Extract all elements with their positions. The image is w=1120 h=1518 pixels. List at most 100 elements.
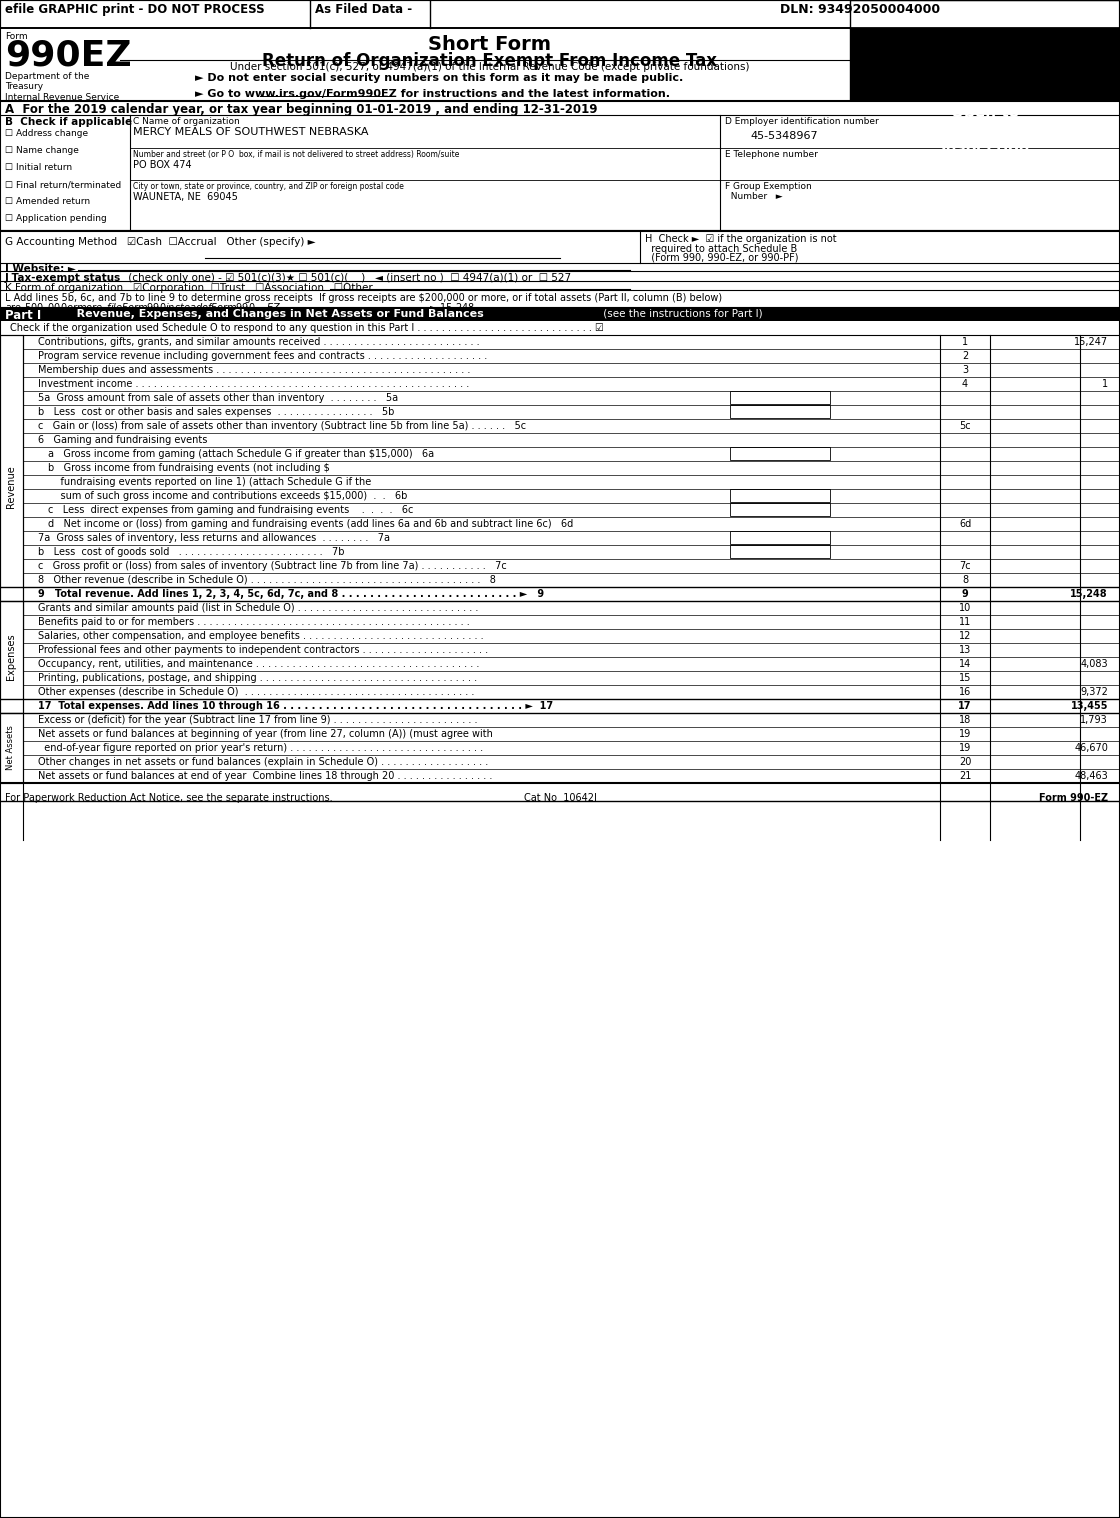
Text: Other expenses (describe in Schedule O)  . . . . . . . . . . . . . . . . . . . .: Other expenses (describe in Schedule O) … [38,688,475,697]
Text: ☐ Initial return: ☐ Initial return [4,162,72,172]
Text: Salaries, other compensation, and employee benefits . . . . . . . . . . . . . . : Salaries, other compensation, and employ… [38,631,484,641]
Bar [730,405,830,417]
Text: 9,372: 9,372 [1080,688,1108,697]
Text: b   Less  cost of goods sold   . . . . . . . . . . . . . . . . . . . . . . . .  : b Less cost of goods sold . . . . . . . … [38,546,345,557]
Text: 48,463: 48,463 [1074,771,1108,780]
Text: sum of such gross income and contributions exceeds $15,000)  .  .   6b: sum of such gross income and contributio… [48,490,408,501]
Text: ☐ Name change: ☐ Name change [4,146,78,155]
Text: 21: 21 [959,771,971,780]
Text: ☐ Amended return: ☐ Amended return [4,197,90,206]
Text: ☐ Address change: ☐ Address change [4,129,88,138]
Bar [0,713,24,783]
Text: 5a  Gross amount from sale of assets other than inventory  . . . . . . . .   5a: 5a Gross amount from sale of assets othe… [38,393,398,402]
Text: H  Check ►  ☑ if the organization is not: H Check ► ☑ if the organization is not [645,234,837,244]
Text: 10: 10 [959,603,971,613]
Text: 1,793: 1,793 [1081,715,1108,726]
Text: 4: 4 [962,380,968,389]
Text: Form 990-EZ: Form 990-EZ [1039,792,1108,803]
Text: (see the instructions for Part I): (see the instructions for Part I) [600,310,763,319]
Text: Program service revenue including government fees and contracts . . . . . . . . : Program service revenue including govern… [38,351,487,361]
Text: B  Check if applicable: B Check if applicable [4,117,132,128]
Text: are $500,000 or more, file Form 990 instead of Form 990-EZ . . . . . . . . . . .: are $500,000 or more, file Form 990 inst… [4,301,475,314]
Text: c   Gross profit or (loss) from sales of inventory (Subtract line 7b from line 7: c Gross profit or (loss) from sales of i… [38,562,506,571]
Text: ► Go to www.irs.gov/Form990EZ for instructions and the latest information.: ► Go to www.irs.gov/Form990EZ for instru… [195,90,670,99]
Bar [0,307,1120,320]
Text: For Paperwork Reduction Act Notice, see the separate instructions.: For Paperwork Reduction Act Notice, see … [4,792,333,803]
Text: Form: Form [4,32,28,41]
Text: OMB No  1545-1150: OMB No 1545-1150 [855,30,953,39]
Text: Open to
Public
Inspection: Open to Public Inspection [941,105,1029,155]
Text: 9   Total revenue. Add lines 1, 2, 3, 4, 5c, 6d, 7c, and 8 . . . . . . . . . . .: 9 Total revenue. Add lines 1, 2, 3, 4, 5… [38,589,544,600]
Text: ► Do not enter social security numbers on this form as it may be made public.: ► Do not enter social security numbers o… [195,73,683,83]
Text: 2: 2 [962,351,968,361]
Text: Excess or (deficit) for the year (Subtract line 17 from line 9) . . . . . . . . : Excess or (deficit) for the year (Subtra… [38,715,477,726]
Text: ☐ Application pending: ☐ Application pending [4,214,106,223]
Text: As Filed Data -: As Filed Data - [315,3,412,17]
Text: 6   Gaming and fundraising events: 6 Gaming and fundraising events [38,436,207,445]
Text: Net assets or fund balances at beginning of year (from line 27, column (A)) (mus: Net assets or fund balances at beginning… [38,729,493,739]
Text: Occupancy, rent, utilities, and maintenance . . . . . . . . . . . . . . . . . . : Occupancy, rent, utilities, and maintena… [38,659,479,669]
Text: 18: 18 [959,715,971,726]
Text: Cat No  10642I: Cat No 10642I [523,792,597,803]
Text: Check if the organization used Schedule O to respond to any question in this Par: Check if the organization used Schedule … [10,323,604,332]
Text: 7a  Gross sales of inventory, less returns and allowances  . . . . . . . .   7a: 7a Gross sales of inventory, less return… [38,533,390,543]
Text: 45-5348967: 45-5348967 [750,131,818,141]
Text: 1: 1 [1102,380,1108,389]
Text: Short Form: Short Form [429,35,551,55]
Text: J Tax-exempt status: J Tax-exempt status [4,273,121,282]
Bar [730,392,830,404]
Text: 8: 8 [962,575,968,584]
Text: G Accounting Method   ☑Cash  ☐Accrual   Other (specify) ►: G Accounting Method ☑Cash ☐Accrual Other… [4,237,316,247]
Text: 13: 13 [959,645,971,654]
Text: 11: 11 [959,616,971,627]
Text: I Website: ►: I Website: ► [4,264,76,275]
Text: Number and street (or P O  box, if mail is not delivered to street address) Room: Number and street (or P O box, if mail i… [133,150,459,159]
Text: Professional fees and other payments to independent contractors . . . . . . . . : Professional fees and other payments to … [38,645,488,654]
Text: A  For the 2019 calendar year, or tax year beginning 01-01-2019 , and ending 12-: A For the 2019 calendar year, or tax yea… [4,103,597,115]
Bar [730,446,830,460]
Text: E Telephone number: E Telephone number [725,150,818,159]
Bar [730,502,830,516]
Text: (Form 990, 990-EZ, or 990-PF): (Form 990, 990-EZ, or 990-PF) [645,254,799,263]
Text: 6d: 6d [959,519,971,528]
Text: 1: 1 [962,337,968,348]
Text: 13,455: 13,455 [1071,701,1108,710]
Text: MERCY MEALS OF SOUTHWEST NEBRASKA: MERCY MEALS OF SOUTHWEST NEBRASKA [133,128,368,137]
Text: D Employer identification number: D Employer identification number [725,117,879,126]
Text: Net Assets: Net Assets [7,726,16,771]
Text: Benefits paid to or for members . . . . . . . . . . . . . . . . . . . . . . . . : Benefits paid to or for members . . . . … [38,616,469,627]
Bar [0,0,1120,27]
Bar [730,545,830,559]
Text: Department of the
Treasury
Internal Revenue Service: Department of the Treasury Internal Reve… [4,71,119,102]
Text: Revenue, Expenses, and Changes in Net Assets or Fund Balances: Revenue, Expenses, and Changes in Net As… [65,310,484,319]
Text: K Form of organization   ☑Corporation  ☐Trust   ☐Association   ☐Other: K Form of organization ☑Corporation ☐Tru… [4,282,373,293]
Text: C Name of organization: C Name of organization [133,117,240,126]
Text: 46,670: 46,670 [1074,742,1108,753]
Text: 4,083: 4,083 [1081,659,1108,669]
Text: Grants and similar amounts paid (list in Schedule O) . . . . . . . . . . . . . .: Grants and similar amounts paid (list in… [38,603,478,613]
Text: 7c: 7c [959,562,971,571]
Text: b   Less  cost or other basis and sales expenses  . . . . . . . . . . . . . . . : b Less cost or other basis and sales exp… [38,407,394,417]
Text: Printing, publications, postage, and shipping . . . . . . . . . . . . . . . . . : Printing, publications, postage, and shi… [38,672,477,683]
Bar [730,531,830,543]
Text: 990EZ: 990EZ [4,38,132,71]
Text: efile GRAPHIC print - DO NOT PROCESS: efile GRAPHIC print - DO NOT PROCESS [4,3,264,17]
Text: 19: 19 [959,742,971,753]
Text: fundraising events reported on line 1) (attach Schedule G if the: fundraising events reported on line 1) (… [48,477,371,487]
Bar [0,335,24,641]
Text: Contributions, gifts, grants, and similar amounts received . . . . . . . . . . .: Contributions, gifts, grants, and simila… [38,337,479,348]
Text: 15: 15 [959,672,971,683]
Text: Membership dues and assessments . . . . . . . . . . . . . . . . . . . . . . . . : Membership dues and assessments . . . . … [38,364,470,375]
Bar [730,489,830,502]
Bar [850,0,1120,27]
Text: City or town, state or province, country, and ZIP or foreign postal code: City or town, state or province, country… [133,182,404,191]
Text: 19: 19 [959,729,971,739]
Text: 8   Other revenue (describe in Schedule O) . . . . . . . . . . . . . . . . . . .: 8 Other revenue (describe in Schedule O)… [38,575,496,584]
Text: Number   ►: Number ► [725,191,783,200]
Text: 16: 16 [959,688,971,697]
Text: WAUNETA, NE  69045: WAUNETA, NE 69045 [133,191,237,202]
Text: Investment income . . . . . . . . . . . . . . . . . . . . . . . . . . . . . . . : Investment income . . . . . . . . . . . … [38,380,469,389]
Text: c   Gain or (loss) from sale of assets other than inventory (Subtract line 5b fr: c Gain or (loss) from sale of assets oth… [38,420,526,431]
Text: end-of-year figure reported on prior year's return) . . . . . . . . . . . . . . : end-of-year figure reported on prior yea… [38,742,483,753]
Text: ☐ Final return/terminated: ☐ Final return/terminated [4,181,121,190]
